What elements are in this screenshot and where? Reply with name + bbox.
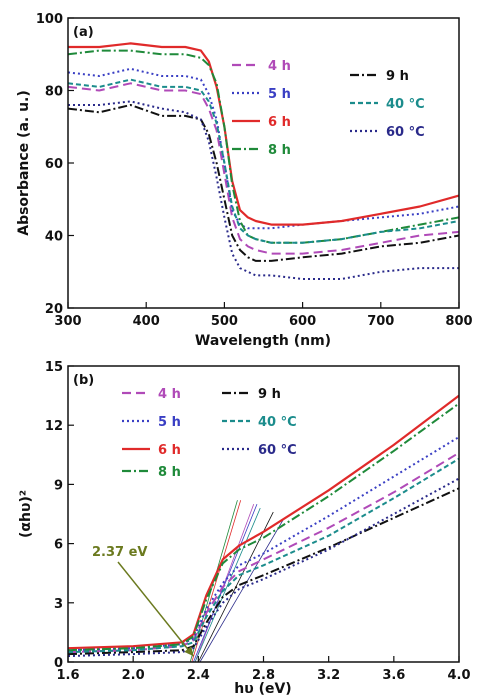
legend-label-4-h: 4 h xyxy=(268,59,291,74)
legend-label-5-h: 5 h xyxy=(158,415,181,430)
x-tick-label: 400 xyxy=(133,314,160,329)
y-tick-label: 9 xyxy=(54,478,63,493)
y-tick-label: 100 xyxy=(36,12,63,27)
series-line-40-degc xyxy=(67,78,460,244)
series-line-4-h xyxy=(67,82,460,255)
x-tick-label: 800 xyxy=(445,314,472,329)
x-tick-label: 2.4 xyxy=(187,668,210,683)
chart-b-legend: 4 h 5 h 6 h 8 h 9 h 40 °C 60 °C xyxy=(122,387,297,480)
y-tick-label: 20 xyxy=(45,302,63,317)
tangent-line-5-h xyxy=(193,503,258,663)
legend-label-5-h: 5 h xyxy=(268,87,291,102)
y-tick-label: 0 xyxy=(54,656,63,671)
legend-label-9-h: 9 h xyxy=(258,387,281,402)
y-tick-label: 3 xyxy=(54,597,63,612)
legend-label-40-degc: 40 °C xyxy=(258,415,297,430)
x-tick-label: 700 xyxy=(367,314,394,329)
annotation-arrowhead xyxy=(184,646,194,657)
chart-a-ticks: 300 400 500 600 700 800 20 40 60 80 100 xyxy=(36,12,473,329)
y-tick-label: 60 xyxy=(45,157,63,172)
chart-a-legend: 4 h 5 h 6 h 8 h 9 h 40 °C 60 °C xyxy=(232,59,425,158)
legend-label-60-degc: 60 °C xyxy=(386,125,425,140)
series-line-60-degc xyxy=(67,477,460,658)
series-line-9-h xyxy=(67,487,460,656)
chart-b: 1.6 2.0 2.4 2.8 3.2 3.6 4.0 0 3 6 9 12 15 (b) hυ (eV… xyxy=(18,360,471,697)
series-line-5-h xyxy=(67,67,460,230)
chart-a-series xyxy=(67,42,460,280)
legend-label-6-h: 6 h xyxy=(268,115,291,130)
series-line-40-degc xyxy=(67,457,460,654)
legend-label-60-degc: 60 °C xyxy=(258,443,297,458)
chart-a-y-axis-label: Absorbance (a. u.) xyxy=(16,90,32,236)
x-tick-label: 500 xyxy=(211,314,238,329)
x-tick-label: 300 xyxy=(54,314,81,329)
x-tick-label: 3.6 xyxy=(382,668,405,683)
annotation-arrow xyxy=(117,561,194,657)
x-tick-label: 1.6 xyxy=(56,668,79,683)
y-tick-label: 15 xyxy=(45,360,63,375)
chart-a-x-axis-label: Wavelength (nm) xyxy=(195,333,331,349)
chart-b-ticks: 1.6 2.0 2.4 2.8 3.2 3.6 4.0 0 3 6 9 12 15 xyxy=(45,360,471,683)
legend-label-9-h: 9 h xyxy=(386,69,409,84)
chart-a-panel-label: (a) xyxy=(73,25,94,40)
series-line-6-h xyxy=(67,394,460,650)
tangent-line-4-h xyxy=(194,503,255,663)
chart-b-y-axis-label: (αhυ)² xyxy=(18,490,34,538)
tangent-line-60-degc xyxy=(199,519,284,663)
chart-a: 300 400 500 600 700 800 20 40 60 80 100 (a) Wavele… xyxy=(16,12,473,349)
series-line-5-h xyxy=(67,436,460,652)
chart-b-series xyxy=(67,394,460,658)
legend-label-6-h: 6 h xyxy=(158,443,181,458)
series-line-4-h xyxy=(67,451,460,654)
legend-label-4-h: 4 h xyxy=(158,387,181,402)
legend-label-40-degc: 40 °C xyxy=(386,97,425,112)
annotation-bandgap-label: 2.37 eV xyxy=(92,545,147,560)
x-tick-label: 4.0 xyxy=(447,668,470,683)
y-tick-label: 12 xyxy=(45,419,63,434)
chart-b-panel-label: (b) xyxy=(73,373,94,388)
series-line-8-h xyxy=(67,402,460,652)
chart-b-x-axis-label: hυ (eV) xyxy=(234,681,291,697)
legend-label-8-h: 8 h xyxy=(158,465,181,480)
x-tick-label: 2.8 xyxy=(252,668,275,683)
y-tick-label: 6 xyxy=(54,538,63,553)
x-tick-label: 3.2 xyxy=(317,668,340,683)
y-tick-label: 80 xyxy=(45,85,63,100)
y-tick-label: 40 xyxy=(45,230,63,245)
x-tick-label: 600 xyxy=(289,314,316,329)
series-line-9-h xyxy=(67,104,460,262)
chart-b-annotation: 2.37 eV xyxy=(92,545,194,657)
legend-label-8-h: 8 h xyxy=(268,143,291,158)
x-tick-label: 2.0 xyxy=(122,668,145,683)
